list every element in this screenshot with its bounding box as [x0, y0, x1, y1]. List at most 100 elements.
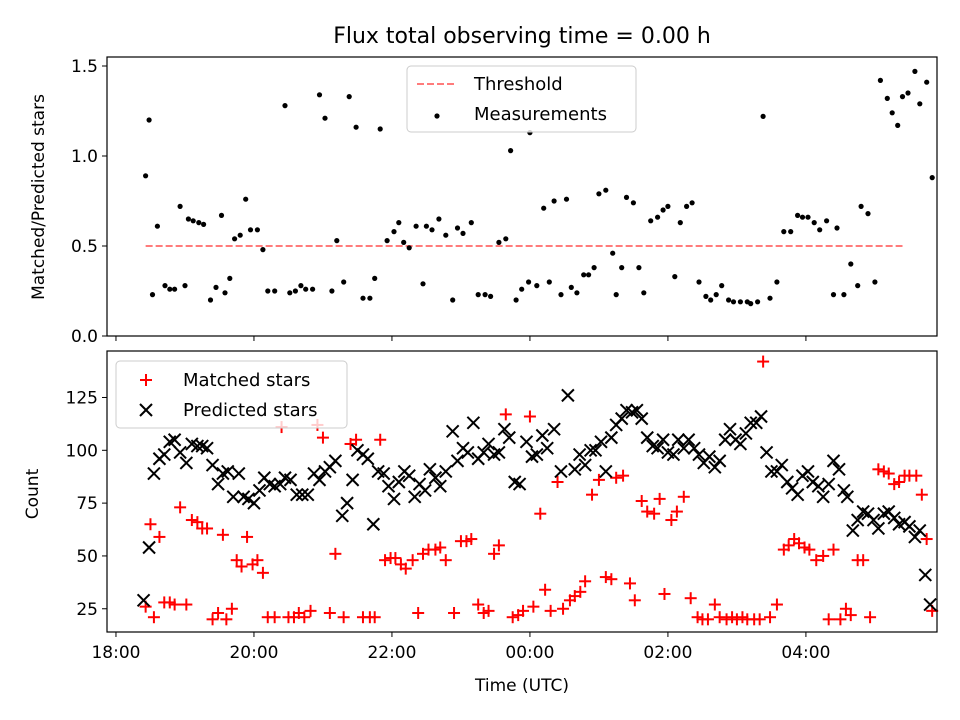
matched-star-point — [448, 606, 461, 619]
measurement-point — [684, 203, 690, 209]
predicted-star-point — [221, 464, 235, 479]
measurement-point — [237, 232, 243, 238]
matched-star-point — [920, 533, 933, 546]
matched-star-point — [665, 514, 678, 527]
measurement-point — [581, 272, 587, 278]
predicted-star-point — [712, 454, 727, 468]
measurement-point — [190, 218, 196, 224]
matched-star-point — [517, 604, 530, 617]
bottom-legend: Matched stars Predicted stars — [115, 360, 348, 429]
matched-star-point — [822, 613, 835, 626]
matched-star-point — [782, 539, 795, 552]
measurement-point — [586, 272, 592, 278]
measurement-point — [454, 225, 461, 231]
predicted-star-point — [666, 447, 681, 462]
matched-star-point — [144, 518, 157, 531]
matched-star-point — [839, 602, 852, 615]
bottom-legend-box — [115, 360, 348, 429]
predicted-star-point — [770, 464, 784, 479]
predicted-star-point — [232, 466, 246, 481]
predicted-star-point — [142, 540, 156, 555]
matched-star-point — [323, 606, 336, 619]
predicted-star-point — [775, 458, 789, 472]
measurement-point — [496, 239, 502, 245]
matched-star-point — [882, 467, 895, 480]
predicted-star-point — [461, 445, 475, 460]
predicted-star-point — [445, 424, 460, 438]
matched-star-point — [586, 488, 599, 501]
measurement-point — [760, 113, 766, 119]
predicted-star-point — [361, 452, 375, 466]
measurement-point — [360, 295, 366, 301]
predicted-star-point — [147, 466, 161, 481]
measurement-point — [329, 288, 335, 294]
matched-star-point — [551, 475, 564, 488]
measurement-point — [384, 238, 390, 244]
measurement-point — [201, 221, 207, 227]
y-tick-label: 1.5 — [71, 57, 98, 77]
matched-star-point — [720, 613, 733, 626]
y-tick-label: 0.0 — [71, 327, 98, 347]
matched-star-point — [147, 611, 160, 624]
measurement-point — [877, 77, 884, 83]
predicted-star-point — [418, 483, 432, 498]
predicted-star-point — [821, 477, 836, 491]
measurement-point — [218, 212, 225, 218]
predicted-star-point — [301, 487, 315, 502]
measurement-point — [672, 274, 678, 280]
x-tick-label: 02:00 — [643, 643, 692, 663]
x-tick-label: 00:00 — [505, 643, 554, 663]
predicted-star-point — [923, 597, 937, 612]
measurement-point — [162, 283, 168, 289]
matched-star-point — [617, 469, 630, 482]
predicted-star-point — [733, 437, 748, 451]
measurement-point — [406, 245, 412, 251]
matched-star-point — [180, 598, 193, 611]
measurement-point — [899, 94, 906, 100]
measurement-point — [443, 232, 449, 238]
matched-star-point — [713, 611, 726, 624]
predicted-star-point — [392, 475, 406, 489]
measurement-point — [610, 250, 616, 256]
predicted-star-point — [366, 517, 381, 531]
measurement-point — [353, 124, 359, 130]
predicted-star-point — [387, 492, 401, 506]
matched-star-point — [857, 554, 870, 567]
predicted-star-point — [211, 477, 225, 491]
y-tick-label: 0.5 — [71, 237, 98, 257]
predicted-star-point — [205, 458, 220, 472]
matched-star-point — [872, 463, 885, 476]
predicted-star-point — [519, 435, 534, 449]
matched-star-point — [658, 587, 671, 600]
measurement-point — [834, 225, 840, 231]
matched-star-point — [544, 604, 557, 617]
bottom-plot-area — [136, 355, 939, 626]
predicted-star-point — [554, 464, 568, 479]
predicted-star-point — [328, 454, 343, 468]
matched-star-point — [235, 560, 248, 573]
y-tick-label: 50 — [76, 547, 98, 567]
predicted-star-point — [481, 437, 496, 451]
top-chart-panel: Flux total observing time = 0.00 h 0.00.… — [29, 24, 938, 347]
matched-star-point — [389, 552, 402, 565]
bottom-x-ticks: 18:00 20:00 22:00 00:00 02:00 04:00 — [91, 632, 830, 663]
predicted-star-point — [408, 490, 422, 504]
measurement-point — [660, 207, 666, 213]
matched-star-point — [337, 611, 350, 624]
predicted-star-point — [780, 475, 794, 489]
measurement-point — [341, 279, 347, 285]
top-axes-frame — [106, 56, 938, 337]
predicted-star-point — [826, 454, 841, 468]
matched-star-point — [592, 473, 605, 486]
matched-star-point — [230, 554, 243, 567]
measurement-point — [648, 218, 654, 224]
measurement-point — [367, 295, 373, 301]
measurement-point — [855, 283, 861, 289]
measurement-point — [391, 229, 397, 235]
predicted-star-point — [837, 483, 851, 498]
predicted-star-point — [433, 479, 447, 493]
measurement-point — [182, 283, 188, 289]
predicted-star-point — [764, 464, 779, 479]
predicted-star-point — [376, 466, 391, 481]
